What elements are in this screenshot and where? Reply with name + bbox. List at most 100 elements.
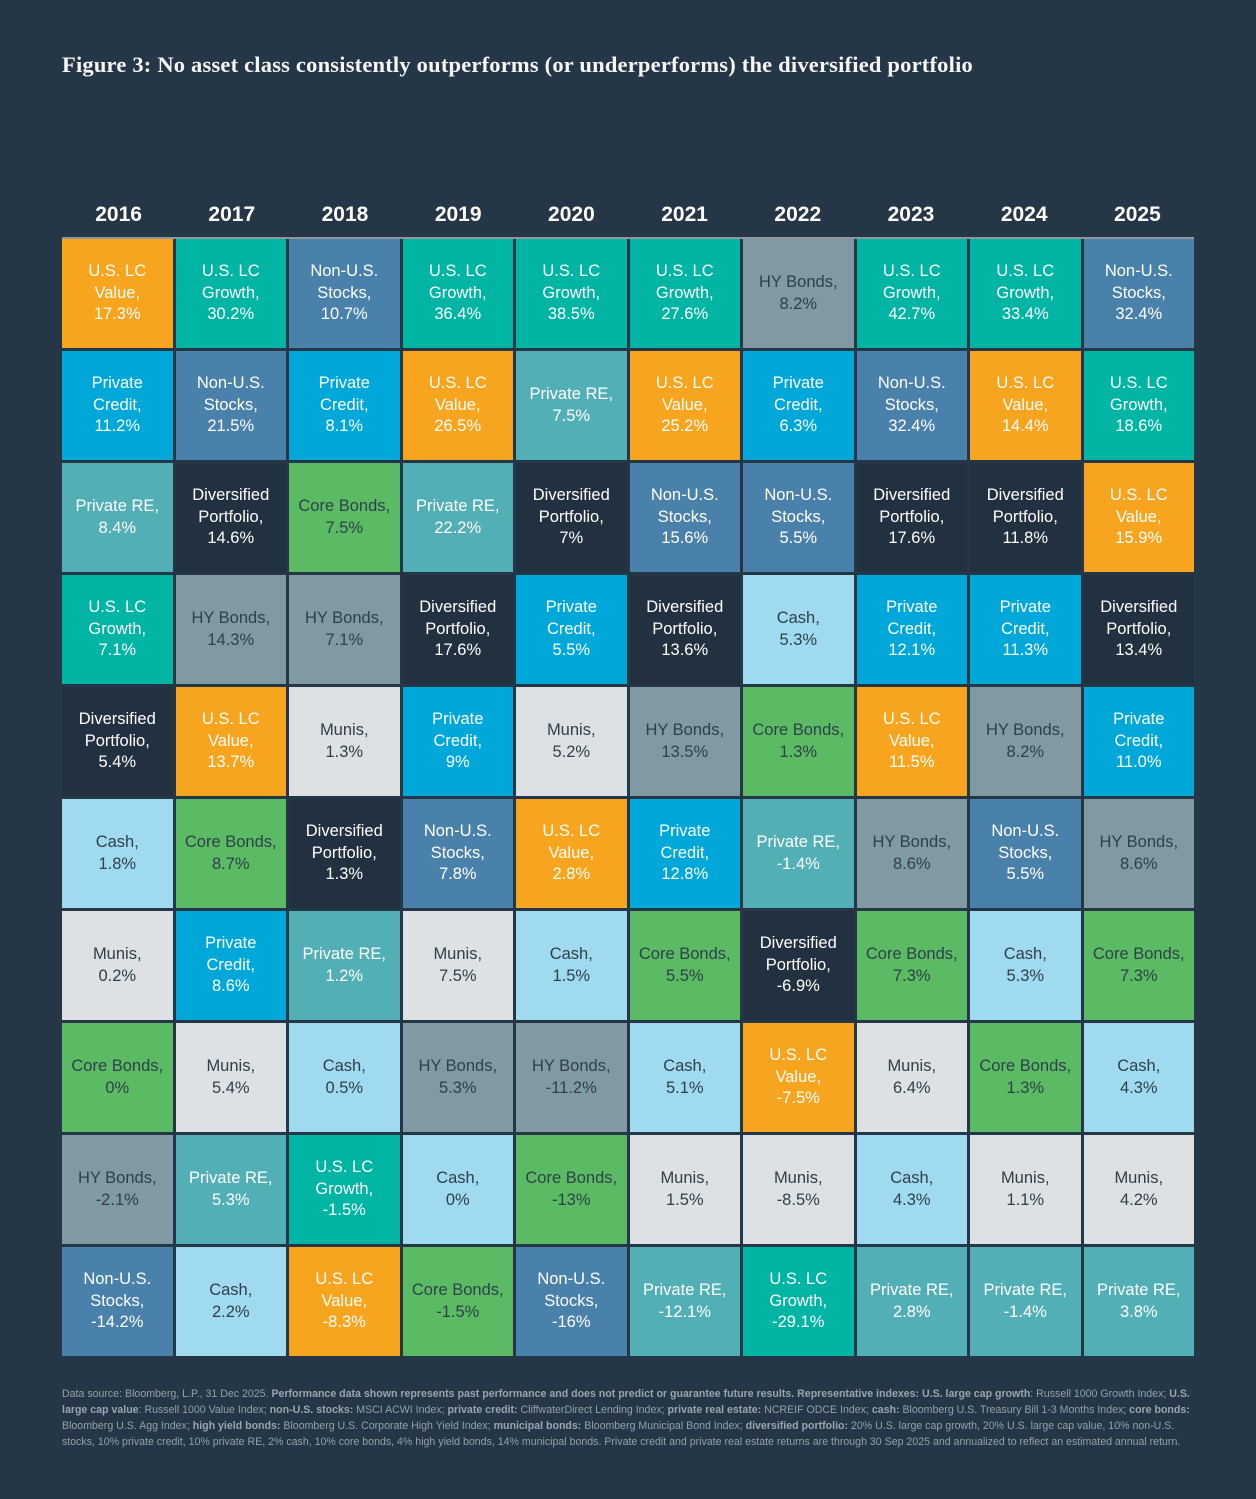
asset-cell: Private Credit, 5.5% — [516, 575, 627, 684]
asset-cell-value: 7.5% — [325, 518, 364, 537]
asset-cell: U.S. LC Growth, 36.4% — [402, 239, 513, 348]
asset-cell-value: 17.6% — [888, 529, 936, 548]
year-label: 2023 — [887, 203, 935, 226]
asset-cell-value: 12.1% — [888, 641, 936, 660]
asset-cell: Cash, 4.3% — [1083, 1023, 1194, 1132]
asset-cell-value: 1.3% — [1006, 1078, 1045, 1097]
asset-cell-label: Private Credit, — [886, 598, 938, 638]
asset-cell: Core Bonds, -1.5% — [402, 1247, 513, 1356]
asset-cell: Diversified Portfolio, 13.6% — [629, 575, 740, 684]
asset-cell-value: 11.3% — [1002, 641, 1049, 660]
asset-cell-value: 8.7% — [211, 854, 250, 873]
footnote-segment-bold: diversified portfolio: — [745, 1419, 849, 1432]
footnote-segment: : Russell 1000 Value Index; — [138, 1403, 270, 1416]
asset-cell: Private Credit, 11.3% — [970, 575, 1081, 684]
asset-cell: Diversified Portfolio, 17.6% — [856, 463, 967, 572]
asset-cell-value: 12.8% — [661, 865, 709, 884]
asset-cell-label: HY Bonds, — [872, 833, 952, 852]
asset-cell-value: -16% — [551, 1313, 591, 1332]
asset-cell-value: 10.7% — [320, 305, 368, 324]
asset-cell-value: 5.4% — [98, 753, 137, 772]
asset-cell-label: U.S. LC Value, — [1109, 486, 1168, 526]
asset-cell-value: 7% — [559, 529, 584, 548]
asset-cell-label: HY Bonds, — [1099, 833, 1179, 852]
asset-cell-value: 38.5% — [547, 305, 595, 324]
asset-cell-label: Private RE, — [756, 833, 840, 852]
asset-cell: Private RE, 8.4% — [62, 463, 173, 572]
footnote-segment-bold: U.S. large cap value — [62, 1388, 1190, 1416]
asset-cell: HY Bonds, 13.5% — [629, 687, 740, 796]
asset-cell-label: U.S. LC Growth, — [996, 262, 1055, 302]
asset-cell-label: Non-U.S. Stocks, — [650, 486, 719, 526]
asset-cell-value: 13.6% — [661, 641, 709, 660]
asset-cell-label: HY Bonds, — [191, 609, 271, 628]
asset-cell-label: HY Bonds, — [304, 609, 384, 628]
asset-cell-label: Diversified Portfolio, — [305, 822, 383, 862]
asset-cell: HY Bonds, 8.2% — [970, 687, 1081, 796]
asset-cell: HY Bonds, -11.2% — [516, 1023, 627, 1132]
asset-cell-value: -13% — [551, 1190, 591, 1209]
asset-cell-label: Diversified Portfolio, — [78, 710, 156, 750]
asset-cell-value: 15.6% — [661, 529, 709, 548]
asset-cell-value: 5.3% — [438, 1078, 477, 1097]
asset-cell-label: U.S. LC Value, — [201, 710, 260, 750]
asset-cell-label: U.S. LC Value, — [655, 374, 714, 414]
asset-cell-value: 8.1% — [325, 417, 364, 436]
asset-cell: Diversified Portfolio, 1.3% — [289, 799, 400, 908]
asset-cell-label: Cash, — [776, 609, 820, 628]
asset-cell-label: HY Bonds, — [531, 1057, 611, 1076]
asset-cell-label: U.S. LC Growth, — [769, 1270, 828, 1310]
asset-cell-label: Private Credit, — [432, 710, 484, 750]
asset-cell-value: 3.8% — [1119, 1302, 1158, 1321]
footnote-segment: Data source: Bloomberg, L.P., 31 Dec 202… — [62, 1388, 272, 1400]
asset-cell-label: Munis, — [92, 945, 142, 964]
asset-cell-value: 7.3% — [1119, 966, 1158, 985]
asset-cell: Core Bonds, 7.3% — [856, 911, 967, 1020]
asset-cell-label: HY Bonds, — [985, 721, 1065, 740]
asset-cell-value: 0% — [445, 1190, 470, 1209]
asset-cell: Munis, 7.5% — [402, 911, 513, 1020]
asset-cell-label: Munis, — [433, 945, 483, 964]
asset-cell-label: Private RE, — [189, 1169, 273, 1188]
asset-cell-value: 1.8% — [98, 854, 137, 873]
asset-cell: Cash, 1.5% — [516, 911, 627, 1020]
asset-cell: Core Bonds, 0% — [62, 1023, 173, 1132]
asset-cell: Private RE, -1.4% — [970, 1247, 1081, 1356]
asset-cell: Diversified Portfolio, 5.4% — [62, 687, 173, 796]
asset-cell: U.S. LC Value, 15.9% — [1083, 463, 1194, 572]
asset-cell: U.S. LC Growth, 33.4% — [970, 239, 1081, 348]
asset-cell-value: 13.5% — [661, 742, 709, 761]
asset-cell: Cash, 0% — [402, 1135, 513, 1244]
asset-cell-label: U.S. LC Growth, — [428, 262, 487, 302]
asset-cell: Private Credit, 12.8% — [629, 799, 740, 908]
asset-cell-label: U.S. LC Growth, — [88, 598, 147, 638]
asset-cell-label: Core Bonds, — [298, 497, 391, 516]
asset-cell: Cash, 5.1% — [629, 1023, 740, 1132]
asset-cell: Private RE, 1.2% — [289, 911, 400, 1020]
asset-cell-label: Core Bonds, — [1092, 945, 1185, 964]
asset-cell: Munis, 6.4% — [856, 1023, 967, 1132]
asset-cell: Private RE, -1.4% — [743, 799, 854, 908]
asset-cell: Diversified Portfolio, 13.4% — [1083, 575, 1194, 684]
asset-cell: U.S. LC Value, 26.5% — [402, 351, 513, 460]
asset-cell-value: 30.2% — [207, 305, 255, 324]
asset-cell-label: Non-U.S. Stocks, — [764, 486, 833, 526]
asset-cell-label: Diversified Portfolio, — [419, 598, 497, 638]
asset-cell-value: 8.6% — [1119, 854, 1158, 873]
asset-cell: Non-U.S. Stocks, 7.8% — [402, 799, 513, 908]
asset-cell: Private RE, 3.8% — [1083, 1247, 1194, 1356]
asset-cell-value: 14.4% — [1001, 417, 1049, 436]
asset-cell: Private Credit, 11.0% — [1083, 687, 1194, 796]
asset-cell-label: Cash, — [663, 1057, 707, 1076]
asset-cell-value: 9% — [445, 753, 470, 772]
asset-cell: Munis, 1.3% — [289, 687, 400, 796]
asset-cell: Private RE, -12.1% — [629, 1247, 740, 1356]
asset-cell: Munis, 1.1% — [970, 1135, 1081, 1244]
asset-cell-value: 26.5% — [434, 417, 482, 436]
asset-cell-label: U.S. LC Value, — [315, 1270, 374, 1310]
asset-cell-label: U.S. LC Growth, — [542, 262, 601, 302]
asset-cell-value: 21.5% — [207, 417, 255, 436]
asset-cell-value: 6.4% — [892, 1078, 931, 1097]
asset-cell: Private Credit, 11.2% — [62, 351, 173, 460]
footnote-segment: 20% U.S. large cap growth, 20% U.S. larg… — [62, 1419, 1181, 1448]
